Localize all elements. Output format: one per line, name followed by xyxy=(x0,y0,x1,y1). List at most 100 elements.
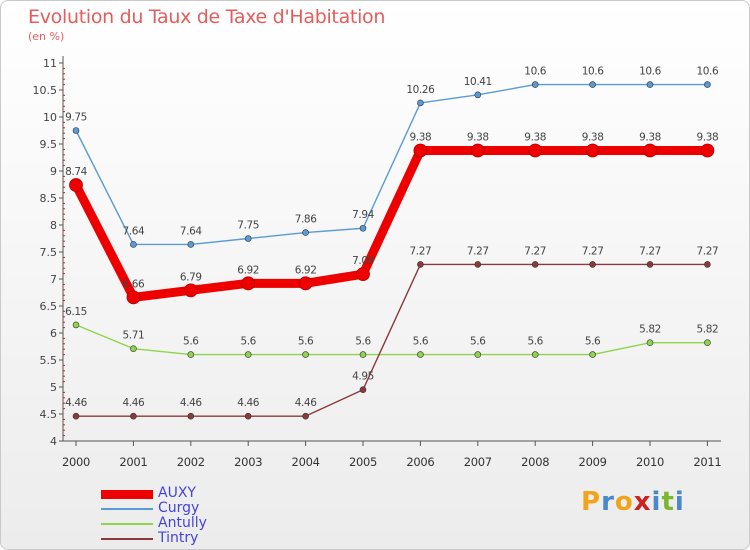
data-point-auxy xyxy=(643,143,657,158)
y-tick-label: 5.5 xyxy=(40,354,58,367)
data-point-auxy xyxy=(126,290,141,305)
data-label-curgy: 10.26 xyxy=(406,84,435,96)
data-label-curgy: 10.6 xyxy=(524,66,546,78)
data-point-tintry xyxy=(72,412,80,420)
legend-label: Curgy xyxy=(158,500,200,516)
data-point-auxy xyxy=(470,143,485,158)
data-label-curgy: 9.75 xyxy=(65,112,87,124)
data-point-tintry xyxy=(302,412,309,420)
data-label-tintry: 4.95 xyxy=(352,371,374,383)
data-label-antully: 5.6 xyxy=(240,336,256,348)
x-tick-label: 2005 xyxy=(349,455,377,469)
data-label-auxy: 9.38 xyxy=(524,131,546,143)
data-point-antully xyxy=(187,351,195,358)
data-point-auxy xyxy=(528,143,543,158)
data-label-antully: 6.15 xyxy=(65,306,87,318)
data-point-curgy xyxy=(474,91,482,99)
legend-swatch-antully xyxy=(101,523,153,525)
brand-letter: t xyxy=(661,487,675,517)
data-point-antully xyxy=(474,351,482,358)
data-point-curgy xyxy=(646,81,654,88)
data-label-curgy: 10.6 xyxy=(697,66,719,78)
data-point-curgy xyxy=(130,241,137,248)
brand-letter: i xyxy=(674,487,685,517)
legend-label: Antully xyxy=(158,515,207,531)
y-tick-label: 6.5 xyxy=(40,300,58,313)
data-point-antully xyxy=(130,345,137,352)
brand-logo: Proxiti xyxy=(581,487,685,517)
y-tick-label: 8.5 xyxy=(40,192,58,205)
data-point-auxy xyxy=(298,276,313,291)
data-label-curgy: 10.41 xyxy=(464,76,492,88)
data-point-auxy xyxy=(585,143,600,158)
data-point-curgy xyxy=(72,127,80,134)
y-tick-label: 9 xyxy=(50,165,57,178)
data-point-tintry xyxy=(589,261,596,268)
data-label-tintry: 7.27 xyxy=(582,245,604,257)
data-point-tintry xyxy=(187,412,195,420)
data-point-curgy xyxy=(531,81,539,88)
data-label-tintry: 7.27 xyxy=(524,245,546,257)
data-label-auxy: 6.92 xyxy=(237,264,259,276)
data-point-tintry xyxy=(531,261,539,268)
data-point-auxy xyxy=(69,178,83,192)
x-tick-label: 2007 xyxy=(464,455,492,469)
data-point-curgy xyxy=(704,81,711,88)
data-label-antully: 5.6 xyxy=(298,336,314,348)
data-point-antully xyxy=(417,351,424,358)
y-tick-label: 8 xyxy=(50,219,57,232)
data-label-tintry: 4.46 xyxy=(237,397,259,409)
data-point-auxy xyxy=(183,283,198,298)
data-point-auxy xyxy=(413,143,428,158)
data-label-curgy: 10.6 xyxy=(639,66,661,78)
data-label-curgy: 7.75 xyxy=(237,220,259,232)
data-label-tintry: 4.46 xyxy=(180,397,202,409)
data-label-auxy: 9.38 xyxy=(467,131,489,143)
data-point-antully xyxy=(244,351,252,358)
brand-letter: i xyxy=(651,487,662,517)
data-point-antully xyxy=(646,339,654,347)
data-point-curgy xyxy=(244,235,252,242)
data-label-antully: 5.82 xyxy=(697,324,719,336)
legend-swatch-auxy xyxy=(101,489,153,499)
y-tick-label: 10 xyxy=(43,111,57,124)
y-tick-label: 7 xyxy=(50,273,57,286)
data-label-antully: 5.6 xyxy=(413,336,429,348)
x-tick-label: 2004 xyxy=(292,455,320,469)
data-label-auxy: 9.38 xyxy=(697,131,719,143)
data-point-auxy xyxy=(356,267,370,282)
unit-note: (en %) xyxy=(28,30,65,43)
y-tick-label: 7.5 xyxy=(40,246,58,259)
y-tick-label: 5 xyxy=(50,381,57,394)
data-label-antully: 5.6 xyxy=(585,336,601,348)
x-tick-label: 2011 xyxy=(693,455,721,469)
data-label-antully: 5.6 xyxy=(527,336,543,348)
data-label-tintry: 4.46 xyxy=(123,397,145,409)
data-point-curgy xyxy=(417,99,424,107)
x-tick-label: 2008 xyxy=(521,455,549,469)
series-line-antully xyxy=(75,324,709,356)
data-point-tintry xyxy=(130,412,137,420)
x-tick-label: 2002 xyxy=(177,455,205,469)
data-point-auxy xyxy=(700,143,715,158)
y-tick-label: 4.5 xyxy=(40,408,58,421)
data-point-tintry xyxy=(244,412,252,420)
data-point-antully xyxy=(359,351,367,358)
data-point-antully xyxy=(589,351,596,358)
data-label-auxy: 9.38 xyxy=(410,131,432,143)
data-point-antully xyxy=(302,351,309,358)
data-point-tintry xyxy=(704,261,711,268)
x-tick-label: 2006 xyxy=(406,455,434,469)
brand-letter: x xyxy=(633,487,652,517)
data-label-auxy: 6.66 xyxy=(123,278,145,290)
data-point-auxy xyxy=(241,276,256,291)
data-label-tintry: 7.27 xyxy=(697,245,719,257)
data-point-antully xyxy=(72,321,80,329)
y-tick-label: 6 xyxy=(50,327,57,340)
data-label-tintry: 4.46 xyxy=(295,397,317,409)
data-label-auxy: 6.92 xyxy=(295,264,317,276)
data-label-tintry: 7.27 xyxy=(467,245,489,257)
legend-label: Tintry xyxy=(158,530,199,546)
